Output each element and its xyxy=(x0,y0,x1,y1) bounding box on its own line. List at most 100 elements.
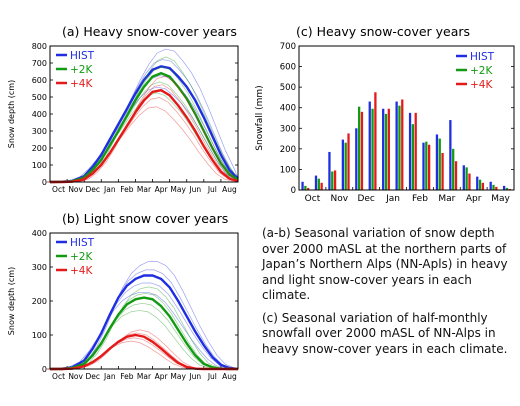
bar xyxy=(468,173,471,190)
y-tick-label: 100 xyxy=(280,165,296,175)
bar xyxy=(428,144,431,190)
chart-c-snowfall-bars: 0 100 200 300 400 500 600 700 Oct Nov Dec Jan Feb Mar… xyxy=(255,42,515,204)
x-tick-label: May xyxy=(491,194,510,204)
bar xyxy=(425,141,428,190)
x-tick-label: Jul xyxy=(207,372,217,381)
x-tick-label: Jul xyxy=(207,185,217,194)
bar xyxy=(341,139,345,190)
y-tick-label: 600 xyxy=(32,76,47,85)
x-tick-label: Mar xyxy=(438,194,455,204)
panel-b-title: (b) Light snow cover years xyxy=(62,211,229,226)
series-member-line xyxy=(54,76,239,183)
y-tick-label: 700 xyxy=(280,42,296,52)
y-tick-label: 700 xyxy=(32,59,47,68)
x-tick-label: Oct xyxy=(52,185,65,194)
bar xyxy=(382,108,385,190)
bar xyxy=(414,112,417,190)
x-tick-label: Dec xyxy=(85,185,100,194)
y-tick-label: 200 xyxy=(32,144,47,153)
x-tick-label: Feb xyxy=(120,372,134,381)
y-tick-label: 200 xyxy=(280,145,296,155)
y-tick-label: 400 xyxy=(32,229,47,238)
bar xyxy=(478,179,482,190)
bar xyxy=(328,151,331,190)
chart-a-heavy-snow-depth: 0 100 200 300 400 500 600 700 800 Oct Nov Dec Jan Feb… xyxy=(7,42,239,194)
bar xyxy=(449,120,452,190)
bar xyxy=(408,112,412,190)
series-member-line xyxy=(54,261,239,370)
y-tick-label: 400 xyxy=(280,104,296,114)
bar xyxy=(476,176,479,190)
bar xyxy=(374,92,377,190)
legend-label: HIST xyxy=(70,237,95,249)
bar xyxy=(331,171,334,190)
bar xyxy=(481,182,485,190)
y-tick-label: 300 xyxy=(32,127,47,136)
bar xyxy=(398,105,401,190)
bar xyxy=(368,101,371,190)
x-tick-label: Jan xyxy=(103,372,116,381)
x-tick-label: Jan xyxy=(103,185,116,194)
bar xyxy=(301,181,304,190)
x-tick-label: Dec xyxy=(357,194,374,204)
x-tick-label: Nov xyxy=(68,185,83,194)
y-tick-label: 100 xyxy=(32,161,47,170)
bar xyxy=(344,142,347,190)
bar xyxy=(347,133,350,190)
plot-frame xyxy=(49,232,239,370)
series-member-line xyxy=(48,81,237,183)
legend-label: +2K xyxy=(70,251,93,263)
bar xyxy=(355,128,358,190)
x-tick-label: Aug xyxy=(222,372,237,381)
y-tick-label: 500 xyxy=(280,83,296,93)
x-tick-label: Dec xyxy=(85,372,100,381)
bar xyxy=(360,111,364,190)
y-tick-label: 300 xyxy=(280,124,296,134)
x-tick-label: Feb xyxy=(120,185,134,194)
bar xyxy=(492,184,495,190)
legend-label: +2K xyxy=(70,64,93,76)
bar xyxy=(371,108,374,190)
bar xyxy=(401,99,404,190)
y-tick-label: 100 xyxy=(32,331,47,340)
x-tick-label: May xyxy=(170,185,186,194)
bar xyxy=(320,182,323,190)
bar xyxy=(314,175,318,190)
series-member-line xyxy=(45,106,234,183)
series-member-line xyxy=(45,291,234,370)
bar xyxy=(502,185,506,190)
bar xyxy=(422,142,425,190)
bar xyxy=(508,188,511,190)
series-mean-line xyxy=(49,65,239,184)
bar xyxy=(454,161,458,190)
series-member-line xyxy=(48,282,237,370)
bar xyxy=(465,167,468,190)
legend-label: +4K xyxy=(70,265,93,277)
bar xyxy=(304,185,307,190)
legend-label: +4K xyxy=(70,78,93,90)
bar xyxy=(438,138,441,190)
x-tick-label: Feb xyxy=(412,194,428,204)
y-tick-label: 400 xyxy=(32,110,47,119)
bar xyxy=(489,181,492,190)
series-mean-line xyxy=(50,296,238,371)
y-tick-label: 500 xyxy=(32,93,47,102)
figure-caption: (a-b) Seasonal variation of snow depth o… xyxy=(262,226,512,364)
x-tick-label: Oct xyxy=(52,372,65,381)
panel-a-title: (a) Heavy snow-cover years xyxy=(62,24,237,39)
bar xyxy=(357,106,361,190)
y-tick-label: 0 xyxy=(42,178,47,187)
bar xyxy=(384,113,388,190)
series-member-line xyxy=(54,286,238,370)
series-member-line xyxy=(45,86,234,183)
y-axis-title: Snow depth (cm) xyxy=(7,80,16,148)
legend-label: +2K xyxy=(470,65,493,77)
y-tick-label: 0 xyxy=(291,186,296,196)
bar xyxy=(395,101,398,190)
panel-c-title: (c) Heavy snow-cover years xyxy=(296,24,471,39)
series-mean-line xyxy=(50,88,239,184)
series-mean-line xyxy=(49,274,239,371)
x-tick-label: Mar xyxy=(137,185,152,194)
plot-frame xyxy=(49,45,239,183)
series-member-line xyxy=(45,310,234,370)
